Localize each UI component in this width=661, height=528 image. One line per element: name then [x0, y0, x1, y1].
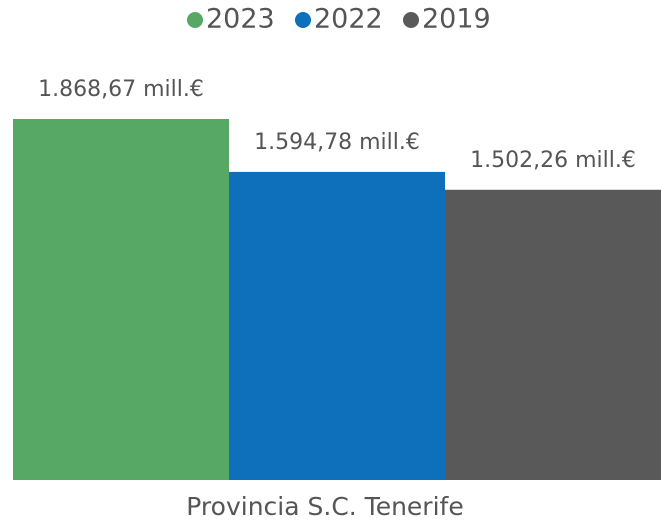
bar — [445, 189, 661, 481]
legend-label: 2019 — [422, 4, 491, 35]
legend-marker — [187, 12, 203, 28]
bar — [13, 119, 229, 480]
legend-marker — [403, 12, 419, 28]
bar — [229, 171, 445, 480]
x-tick-label: Provincia S.C. Tenerife — [186, 492, 463, 521]
legend-label: 2022 — [314, 4, 383, 35]
data-label: 1.502,26 mill.€ — [470, 148, 636, 173]
legend-marker — [295, 12, 311, 28]
data-label: 1.868,67 mill.€ — [38, 77, 204, 102]
legend-label: 2023 — [206, 4, 275, 35]
data-label: 1.594,78 mill.€ — [254, 130, 420, 155]
